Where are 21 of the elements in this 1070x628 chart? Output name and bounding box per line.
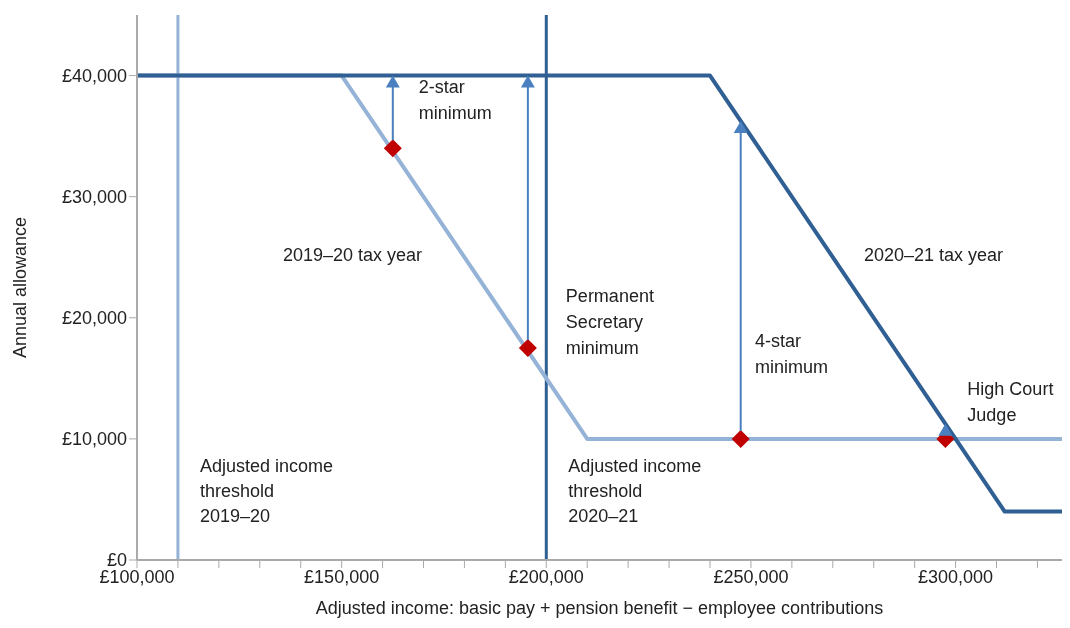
series-label: 2019–20 tax year [283,245,423,265]
y-tick-label: £20,000 [61,308,127,329]
series-label: 2020–21 tax year [864,245,1004,265]
point [731,429,750,448]
y-tick-label: £10,000 [61,429,127,450]
y-tick-label: £40,000 [61,65,127,86]
x-tick-label: £300,000 [918,566,994,587]
annotation: Permanent Secretary minimum [565,286,654,359]
x-axis-title: Adjusted income: basic pay + pension benefit − employee contributions [315,598,884,618]
point [518,339,537,358]
ref-line-label: Adjusted income threshold 2020–21 [568,456,702,526]
annotation: 4-star minimum [755,331,829,377]
x-tick-label: £150,000 [304,566,380,587]
point [383,139,402,158]
y-tick-label: £30,000 [61,187,127,208]
annotation: 2-star minimum [418,77,492,124]
x-tick-label: £250,000 [713,566,789,587]
ref-line-label: Adjusted income threshold 2019–20 [199,456,334,526]
x-tick-label: £200,000 [508,566,584,587]
annotation: High Court Judge [967,378,1054,425]
y-axis-title: Annual allowance [10,216,30,359]
